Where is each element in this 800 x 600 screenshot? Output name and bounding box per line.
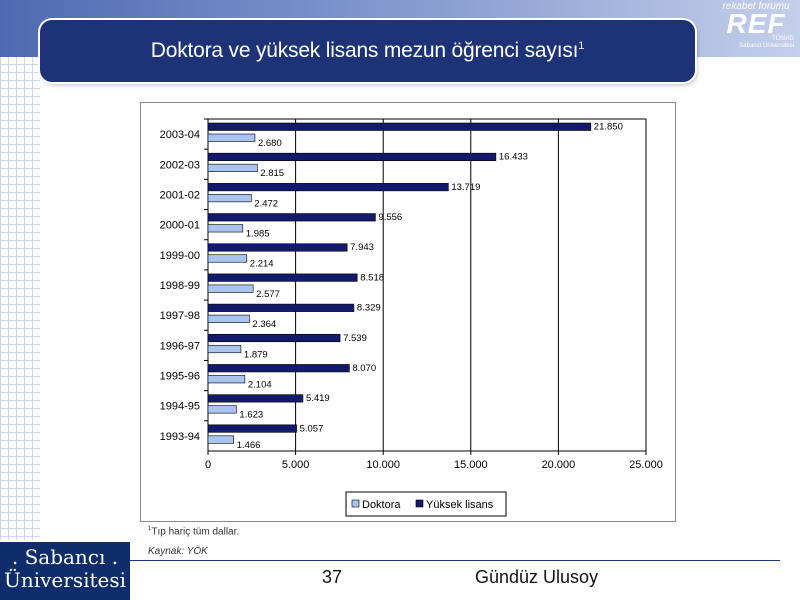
y-tick-label-8: 1995-96 xyxy=(160,371,200,383)
bar-yuksek-lisans-2000-01 xyxy=(207,213,376,222)
data-label-yuksek-lisans-2003-04: 21.850 xyxy=(594,122,623,133)
footnote: 1Tıp hariç tüm dallar. xyxy=(148,526,239,537)
y-tick-label-1: 2002-03 xyxy=(160,159,200,171)
bar-doktora-1998-99 xyxy=(207,284,254,293)
legend-swatch-doktora xyxy=(351,499,360,508)
data-label-doktora-1994-95: 1.623 xyxy=(239,410,263,421)
ref-logo-tiny-1: TÜSİAD xyxy=(771,36,794,42)
bar-yuksek-lisans-2002-03 xyxy=(207,152,497,161)
x-tick-label-1: 5.000 xyxy=(282,459,310,471)
data-label-doktora-2001-02: 2.472 xyxy=(254,198,278,209)
data-label-doktora-1995-96: 2.104 xyxy=(248,379,272,390)
bar-doktora-1994-95 xyxy=(207,405,237,414)
bar-doktora-1999-00 xyxy=(207,254,248,263)
sabanci-logo-line1: . Sabancı . xyxy=(11,545,119,569)
y-tick-label-6: 1997-98 xyxy=(160,310,200,322)
ref-logo: rekabet forumu REF TÜSİAD Sabancı Üniver… xyxy=(712,0,800,57)
data-label-doktora-2002-03: 2.815 xyxy=(260,168,284,179)
y-tick-label-7: 1996-97 xyxy=(160,340,200,352)
sabanci-logo-line2: Üniversitesi xyxy=(3,568,127,592)
bar-yuksek-lisans-2001-02 xyxy=(207,183,449,192)
title-superscript: 1 xyxy=(578,40,585,52)
data-label-doktora-2000-01: 1.985 xyxy=(246,229,270,240)
bar-yuksek-lisans-1998-99 xyxy=(207,273,358,282)
x-tick-label-0: 0 xyxy=(205,459,211,471)
bar-doktora-2003-04 xyxy=(207,133,256,142)
bar-doktora-2001-02 xyxy=(207,194,252,203)
ref-logo-small-text: rekabet forumu xyxy=(722,1,790,12)
footnote-superscript: 1 xyxy=(148,526,152,532)
bar-yuksek-lisans-2003-04 xyxy=(207,122,592,131)
background-grid xyxy=(0,0,40,540)
bar-yuksek-lisans-1999-00 xyxy=(207,243,348,252)
x-tick-label-3: 15.000 xyxy=(454,459,488,471)
footer-divider xyxy=(130,560,780,561)
y-tick-label-4: 1999-00 xyxy=(160,250,200,262)
sabanci-logo: . Sabancı . Üniversitesi xyxy=(0,542,130,600)
data-label-yuksek-lisans-1998-99: 8.518 xyxy=(360,272,384,283)
y-tick-label-2: 2001-02 xyxy=(160,189,200,201)
bar-yuksek-lisans-1994-95 xyxy=(207,394,304,403)
slide-title: Doktora ve yüksek lisans mezun öğrenci s… xyxy=(150,39,585,63)
bar-yuksek-lisans-1996-97 xyxy=(207,333,341,343)
y-tick-label-5: 1998-99 xyxy=(160,280,200,292)
x-tick-label-5: 25.000 xyxy=(629,459,663,471)
data-label-yuksek-lisans-1996-97: 7.539 xyxy=(343,333,367,344)
page-number: 37 xyxy=(322,567,343,587)
bar-doktora-2002-03 xyxy=(207,163,258,172)
source-note: Kaynak: YÖK xyxy=(148,546,208,557)
slide-title-text: Doktora ve yüksek lisans mezun öğrenci s… xyxy=(150,39,579,62)
y-tick-label-9: 1994-95 xyxy=(160,401,200,413)
data-label-yuksek-lisans-2002-03: 16.433 xyxy=(499,152,528,163)
legend-label-doktora: Doktora xyxy=(362,499,401,511)
data-label-yuksek-lisans-1997-98: 8.329 xyxy=(357,303,381,314)
bar-doktora-1993-94 xyxy=(207,435,234,444)
data-label-doktora-1996-97: 1.879 xyxy=(244,349,268,360)
bar-doktora-1996-97 xyxy=(207,344,242,354)
ref-logo-tiny-2: Sabancı Üniversitesi xyxy=(739,43,794,49)
bar-yuksek-lisans-1997-98 xyxy=(207,303,355,312)
data-label-doktora-1999-00: 2.214 xyxy=(250,259,274,270)
y-tick-label-0: 2003-04 xyxy=(160,129,200,141)
chart-frame: 0 5.000 10.000 15.000 20.000 25.000 2003-04 21.… xyxy=(140,102,676,522)
x-tick-label-4: 20.000 xyxy=(542,459,576,471)
bar-doktora-1995-96 xyxy=(207,375,246,384)
y-tick-label-3: 2000-01 xyxy=(160,220,200,232)
footnote-text: Tıp hariç tüm dallar. xyxy=(151,526,240,538)
data-label-yuksek-lisans-1994-95: 5.419 xyxy=(306,393,330,404)
data-label-yuksek-lisans-2000-01: 9.556 xyxy=(378,212,402,223)
bar-yuksek-lisans-1995-96 xyxy=(207,364,350,373)
author-name: Gündüz Ulusoy xyxy=(475,567,599,587)
ref-logo-text: REF xyxy=(726,8,786,39)
legend-label-yuksek-lisans: Yüksek lisans xyxy=(426,499,494,511)
bar-yuksek-lisans-1993-94 xyxy=(207,424,297,433)
legend-box xyxy=(345,491,507,517)
bar-chart: 0 5.000 10.000 15.000 20.000 25.000 2003-04 21.… xyxy=(160,118,663,517)
data-label-doktora-1997-98: 2.364 xyxy=(252,319,276,330)
data-label-yuksek-lisans-1999-00: 7.943 xyxy=(350,242,374,253)
data-label-yuksek-lisans-2001-02: 13.719 xyxy=(451,182,480,193)
legend-swatch-yuksek-lisans xyxy=(415,499,424,508)
title-bar: Doktora ve yüksek lisans mezun öğrenci s… xyxy=(40,20,695,82)
x-tick-label-2: 10.000 xyxy=(366,459,400,471)
data-label-yuksek-lisans-1993-94: 5.057 xyxy=(300,423,324,434)
bar-doktora-2000-01 xyxy=(207,224,244,233)
data-label-yuksek-lisans-1995-96: 8.070 xyxy=(352,363,376,374)
data-label-doktora-2003-04: 2.680 xyxy=(258,138,282,149)
data-label-doktora-1998-99: 2.577 xyxy=(256,289,280,300)
y-tick-label-10: 1993-94 xyxy=(160,431,200,443)
data-label-doktora-1993-94: 1.466 xyxy=(237,440,261,451)
bar-doktora-1997-98 xyxy=(207,314,250,323)
